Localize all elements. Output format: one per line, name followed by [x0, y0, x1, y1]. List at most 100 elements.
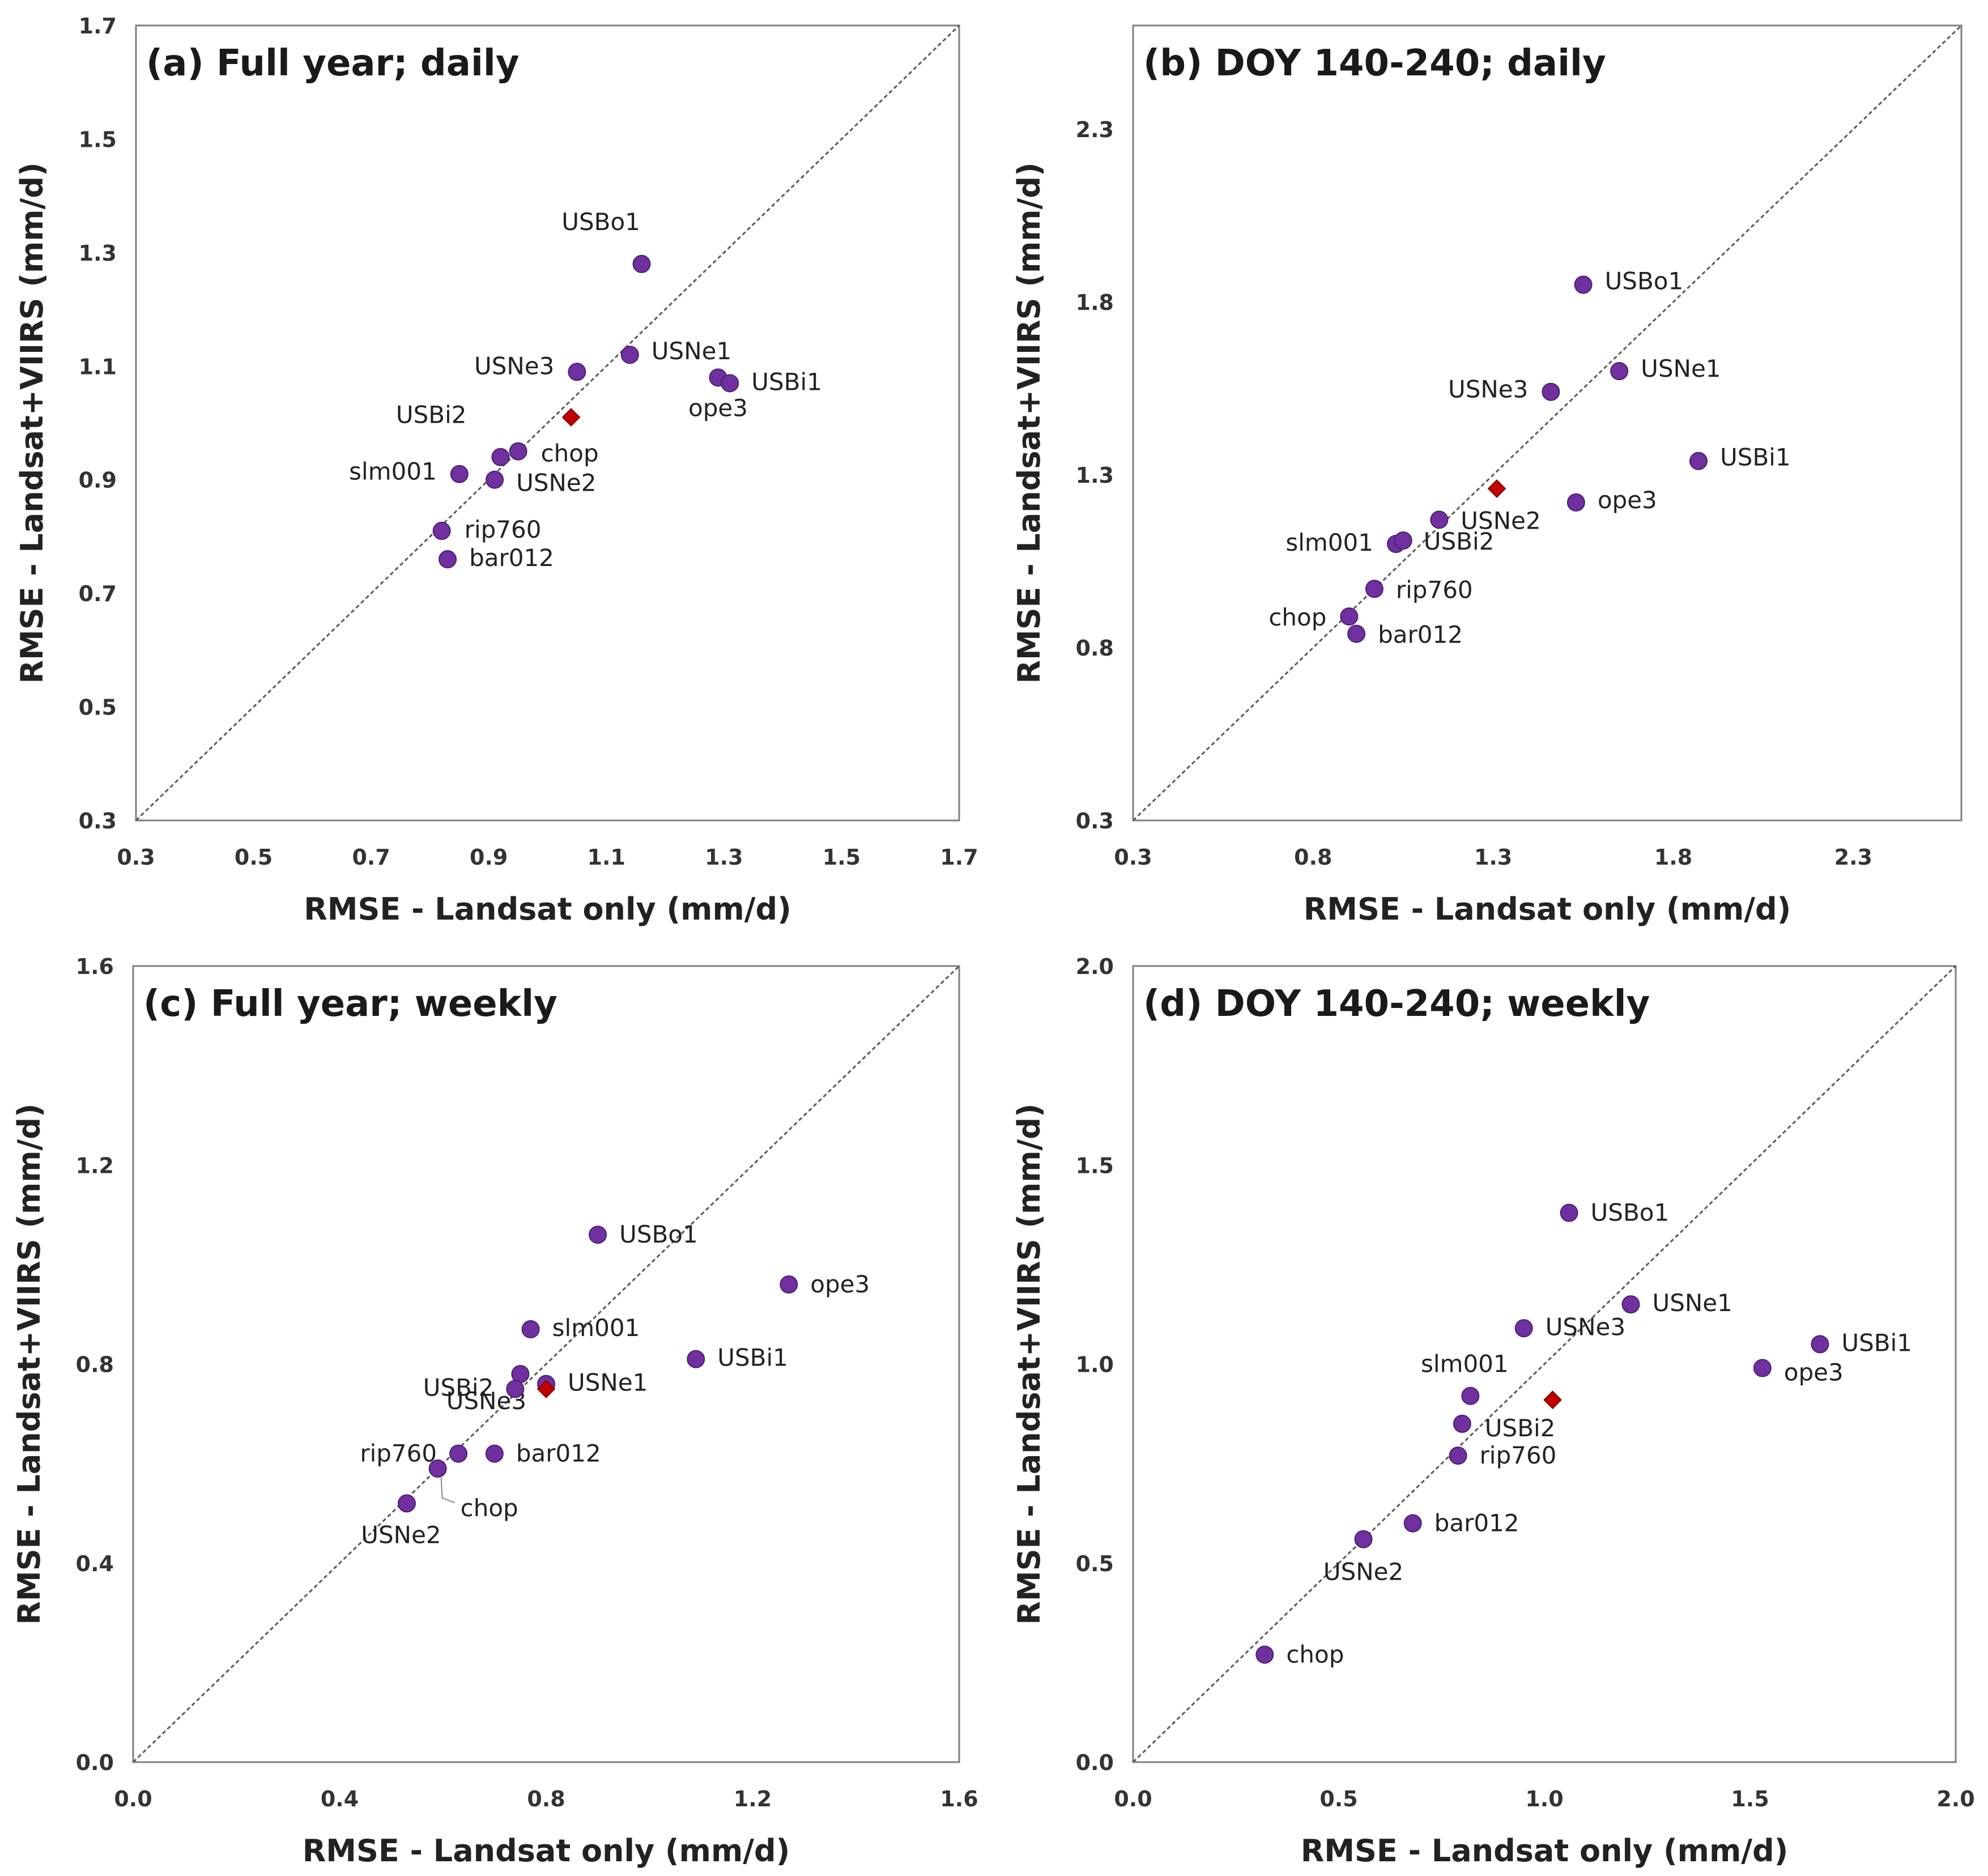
point-label: USBo1: [1591, 1199, 1670, 1227]
data-point-rip760: [1365, 580, 1383, 598]
point-label: USBi2: [1424, 528, 1495, 555]
x-tick-label: 0.0: [114, 1786, 152, 1811]
data-point-USNe1: [620, 346, 639, 364]
point-label: bar012: [1434, 1509, 1519, 1537]
one-to-one-line: [1132, 24, 1963, 822]
point-label: USNe1: [1641, 355, 1721, 382]
y-tick-label: 0.7: [79, 581, 117, 606]
x-tick-label: 0.0: [1114, 1786, 1152, 1811]
y-tick-label: 1.3: [79, 241, 117, 266]
data-point-USBo1: [632, 254, 651, 273]
point-label: USNe3: [1448, 376, 1528, 403]
data-point-USBi1: [1811, 1335, 1829, 1354]
y-tick-label: 1.7: [79, 14, 117, 39]
point-label: chop: [541, 440, 599, 467]
point-label: USBo1: [619, 1220, 698, 1248]
y-tick-label: 1.2: [76, 1153, 114, 1178]
data-point-USNe2: [1430, 511, 1449, 529]
point-label: slm001: [349, 458, 437, 486]
data-point-USNe2: [397, 1494, 416, 1513]
data-point-USBi2: [1453, 1414, 1471, 1433]
data-point-ope3: [780, 1275, 798, 1294]
data-point-chop: [428, 1459, 447, 1478]
data-point-USBo1: [1574, 275, 1593, 294]
y-tick-label: 1.5: [1076, 1153, 1114, 1178]
point-label: ope3: [688, 394, 748, 422]
y-axis-label: RMSE - Landsat+VIIRS (mm/d): [14, 162, 50, 683]
point-label: USNe1: [652, 337, 731, 365]
point-label: USNe2: [1323, 1558, 1403, 1586]
point-label: slm001: [1285, 529, 1373, 556]
point-label: rip760: [360, 1440, 437, 1467]
y-tick-label: 0.3: [79, 809, 117, 833]
y-tick-label: 1.0: [1076, 1352, 1114, 1377]
data-point-USNe3: [1514, 1319, 1533, 1338]
data-point-rip760: [432, 521, 451, 540]
plot-frame: [135, 24, 960, 822]
x-tick-label: 0.3: [117, 845, 155, 870]
point-label: ope3: [1784, 1359, 1844, 1386]
point-label: USNe3: [1546, 1313, 1625, 1341]
point-label: USBi1: [751, 368, 822, 395]
x-tick-label: 1.5: [823, 845, 861, 870]
mean-point-marker: [537, 1379, 556, 1398]
point-label: bar012: [469, 544, 554, 572]
y-tick-label: 0.3: [1076, 809, 1114, 833]
mean-point-marker: [1543, 1390, 1562, 1410]
point-label: USNe1: [1652, 1289, 1732, 1317]
point-label: slm001: [1421, 1350, 1509, 1378]
point-label: USNe2: [1461, 507, 1540, 534]
mean-point-marker: [561, 408, 581, 427]
panel-title: (d) DOY 140-240; weekly: [1143, 983, 1650, 1025]
data-point-ope3: [1753, 1359, 1772, 1377]
x-tick-label: 2.0: [1936, 1786, 1974, 1811]
one-to-one-line: [132, 965, 960, 1763]
data-point-rip760: [449, 1444, 468, 1463]
panel-title: (a) Full year; daily: [146, 42, 520, 84]
y-tick-label: 0.0: [1076, 1750, 1114, 1775]
point-label: USBi1: [1841, 1329, 1912, 1356]
point-label: chop: [461, 1494, 518, 1522]
x-tick-label: 2.3: [1834, 845, 1872, 870]
data-point-slm001: [1461, 1386, 1480, 1405]
point-label: USNe2: [516, 469, 596, 497]
x-tick-label: 1.5: [1731, 1786, 1769, 1811]
y-tick-label: 2.0: [1076, 954, 1114, 979]
panel-title: (b) DOY 140-240; daily: [1143, 42, 1606, 84]
point-label: USNe3: [474, 352, 554, 380]
data-point-USBi1: [1689, 452, 1708, 470]
y-tick-label: 0.8: [1076, 636, 1114, 661]
data-point-USBo1: [1560, 1203, 1578, 1222]
data-point-USBi1: [687, 1350, 705, 1368]
x-tick-label: 1.3: [1474, 845, 1512, 870]
mean-point-marker: [1487, 479, 1506, 498]
x-tick-label: 0.5: [1319, 1786, 1357, 1811]
data-point-USNe3: [568, 363, 586, 381]
y-tick-label: 1.6: [76, 954, 114, 979]
point-label: bar012: [1378, 621, 1463, 649]
panel-3: 0.0 0.4 0.8 1.2 1.6 0.0 0.4 0.8 1.2 1.6 RMSE - Lan…: [11, 954, 978, 1869]
y-axis-label: RMSE - Landsat+VIIRS (mm/d): [1011, 162, 1047, 683]
data-point-slm001: [450, 465, 469, 483]
panel-1: 0.3 0.5 0.7 0.9 1.1 1.3 1.5 1.7 0.3 0.5 0.7 0.9 1.1 1…: [14, 14, 978, 927]
data-point-USNe1: [1621, 1295, 1640, 1314]
y-tick-label: 1.8: [1076, 290, 1114, 315]
data-point-ope3: [1566, 493, 1585, 512]
data-point-USBi1: [721, 374, 739, 393]
one-to-one-line: [1132, 965, 1957, 1763]
data-point-USNe3: [1542, 382, 1560, 401]
point-label: USBo1: [1605, 267, 1684, 295]
point-label: USBi2: [1485, 1414, 1556, 1442]
x-tick-label: 1.6: [940, 1786, 978, 1811]
x-tick-label: 1.1: [588, 845, 625, 870]
leader-line: [440, 1477, 455, 1503]
x-tick-label: 1.2: [734, 1786, 772, 1811]
point-label: rip760: [1396, 576, 1473, 603]
y-tick-label: 1.1: [79, 354, 117, 379]
y-tick-label: 2.3: [1076, 117, 1114, 142]
point-label: USBo1: [561, 208, 640, 236]
y-tick-label: 0.5: [79, 695, 117, 720]
plot-frame: [132, 965, 960, 1763]
y-axis-label: RMSE - Landsat+VIIRS (mm/d): [11, 1103, 47, 1624]
